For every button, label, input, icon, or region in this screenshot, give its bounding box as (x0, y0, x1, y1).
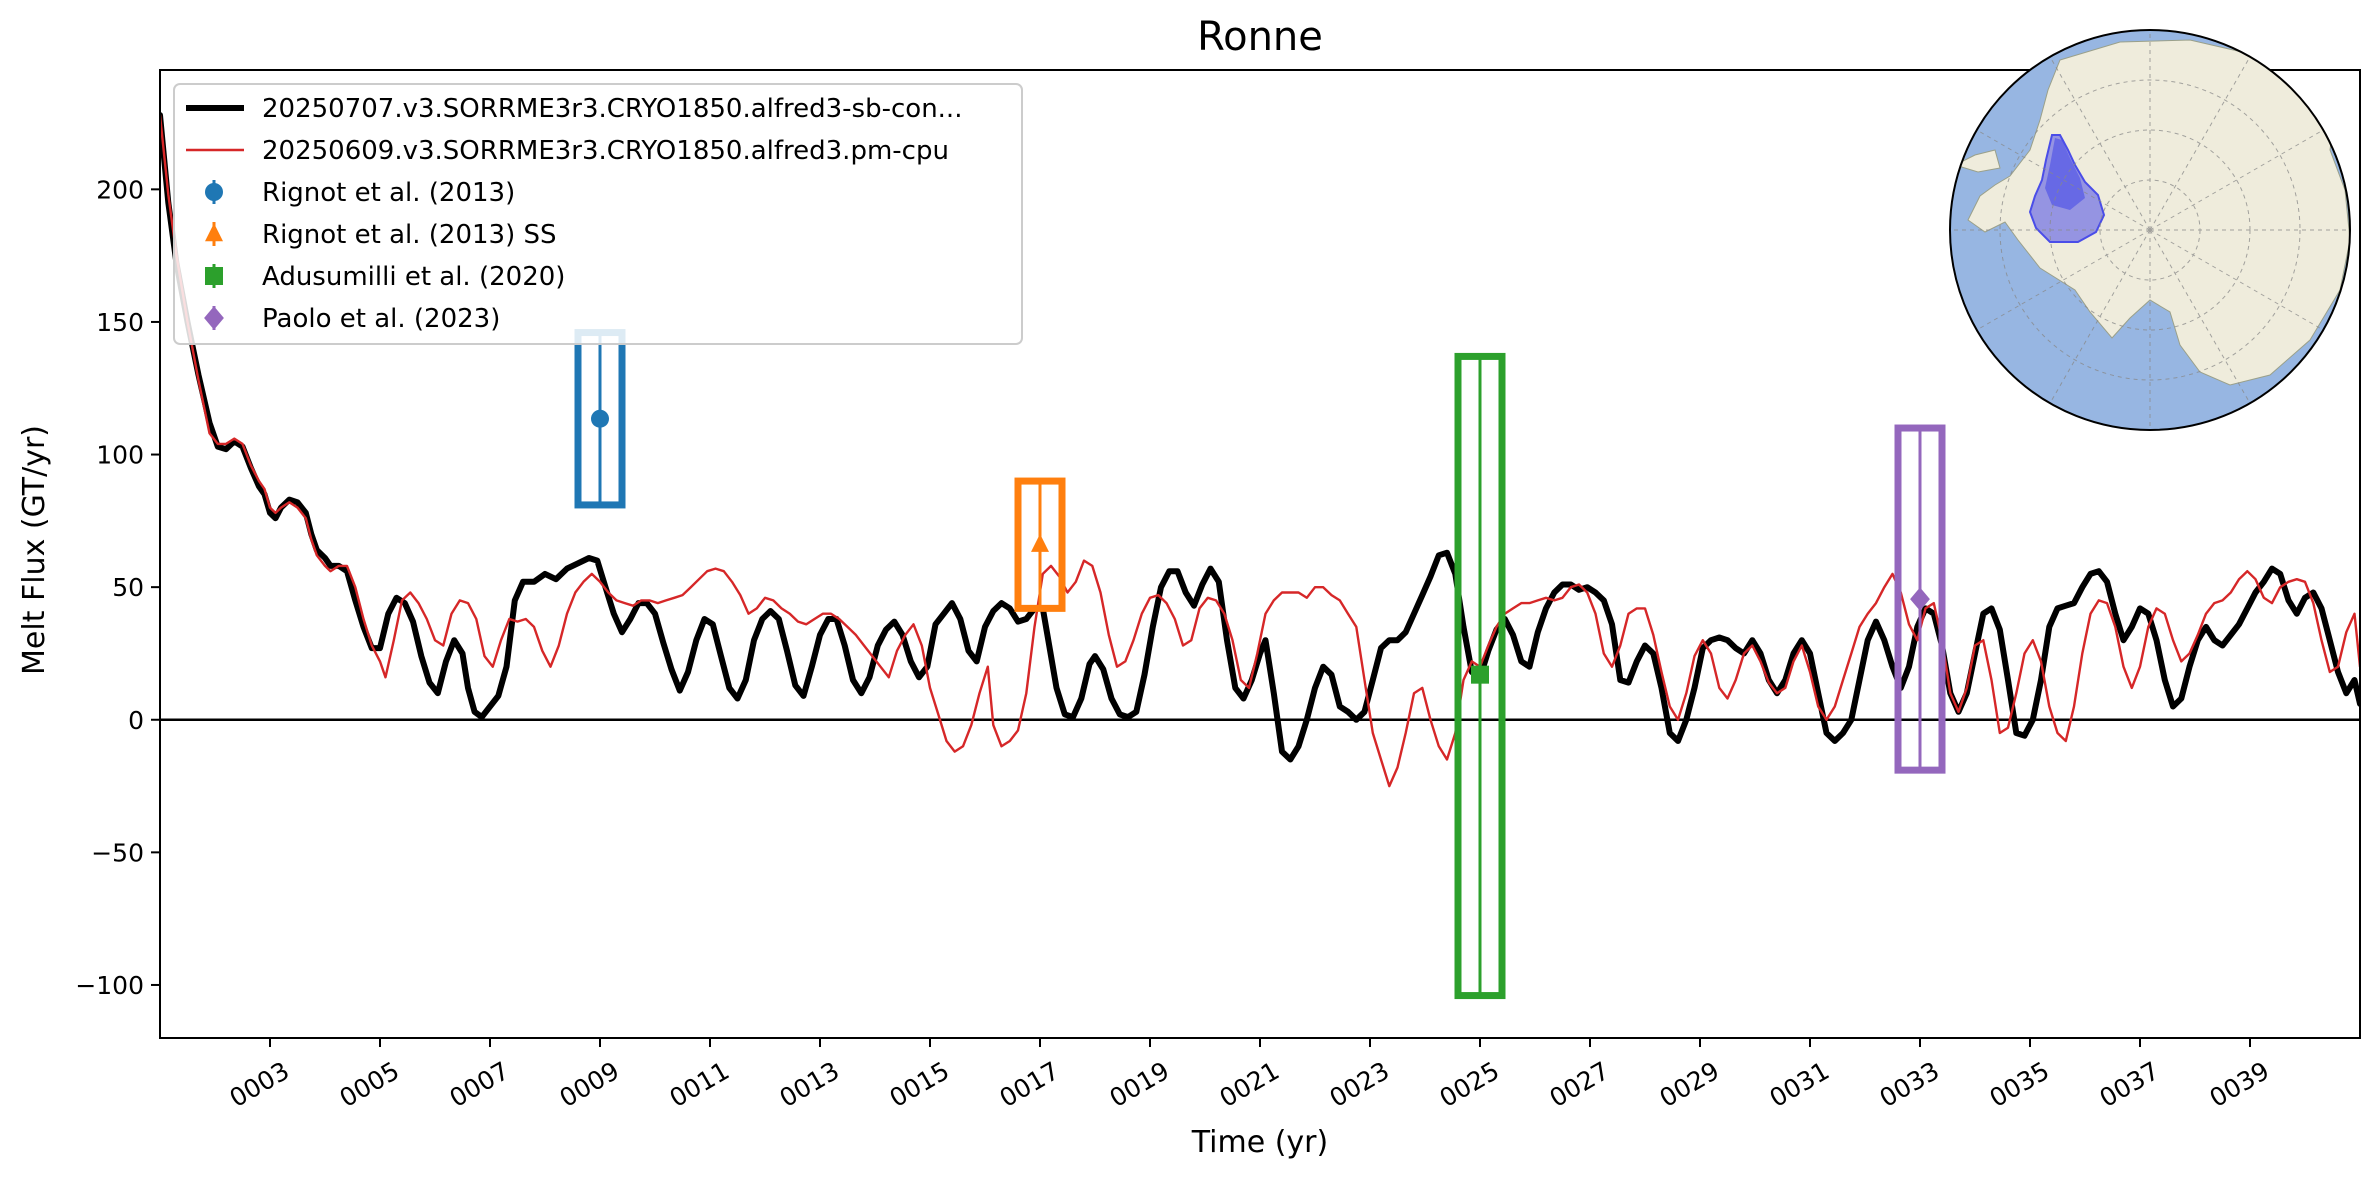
legend-box (173, 83, 1023, 345)
x-tick-label: 0007 (445, 1056, 515, 1113)
x-axis-label: Time (yr) (1191, 1125, 1328, 1160)
obs-marker-3 (1471, 665, 1489, 684)
series-line-1 (160, 112, 2360, 763)
legend-label: Adusumilli et al. (2020) (262, 262, 565, 292)
inset-border (1949, 29, 2351, 431)
series-lines (160, 112, 2360, 788)
x-tick-label: 0011 (665, 1056, 735, 1113)
y-tick-label: 150 (96, 308, 144, 337)
x-tick-label: 0027 (1545, 1056, 1615, 1113)
x-tick-label: 0025 (1435, 1056, 1505, 1113)
x-tick-label: 0039 (2205, 1056, 2275, 1113)
ronne-region-core (2045, 138, 2085, 210)
x-tick-label: 0033 (1875, 1056, 1945, 1113)
peninsula-land (1953, 149, 2001, 173)
y-tick-label: 200 (96, 175, 144, 204)
plot-frame (159, 69, 2361, 1039)
y-axis-ticks: 200 150 100 50 0 −50 −100 (75, 175, 160, 1000)
legend-label: Paolo et al. (2023) (262, 304, 500, 334)
x-tick-label: 0029 (1655, 1056, 1725, 1113)
legend-swatch-marker (205, 223, 223, 242)
obs-marker-4 (1910, 587, 1930, 611)
x-tick-label: 0013 (775, 1056, 845, 1113)
x-tick-label: 0009 (555, 1056, 625, 1113)
y-tick-label: 50 (112, 573, 144, 602)
legend-swatch-marker (205, 183, 223, 201)
x-tick-label: 0017 (995, 1056, 1065, 1113)
y-tick-label: −100 (75, 971, 144, 1000)
y-axis-label: Melt Flux (GT/yr) (17, 425, 52, 675)
legend-label: 20250609.v3.SORRME3r3.CRYO1850.alfred3.p… (262, 136, 949, 166)
x-tick-label: 0015 (885, 1056, 955, 1113)
x-axis-ticks: 0003 0005 0007 0009 0011 0013 0015 0017 0019 0021… (225, 1038, 2275, 1113)
antarctica-inset-map (1949, 29, 2351, 431)
legend-label: 20250707.v3.SORRME3r3.CRYO1850.alfred3-s… (262, 94, 962, 124)
observation-markers (574, 329, 1946, 1000)
legend-label: Rignot et al. (2013) SS (262, 220, 557, 250)
legend-swatch-marker (205, 267, 223, 285)
x-tick-label: 0037 (2095, 1056, 2165, 1113)
x-tick-label: 0031 (1765, 1056, 1835, 1113)
x-tick-label: 0005 (335, 1056, 405, 1113)
chart-title: Ronne (1197, 14, 1323, 60)
y-tick-label: 0 (128, 706, 144, 735)
y-tick-label: 100 (96, 441, 144, 470)
legend-label: Rignot et al. (2013) (262, 178, 515, 208)
legend-swatch-marker (204, 306, 224, 330)
x-tick-label: 0003 (225, 1056, 295, 1113)
obs-marker-2 (1031, 533, 1049, 552)
y-tick-label: −50 (91, 838, 144, 867)
x-tick-label: 0019 (1105, 1056, 1175, 1113)
series-line-2 (160, 113, 2360, 788)
obs-marker-1 (591, 409, 609, 428)
x-tick-label: 0023 (1325, 1056, 1395, 1113)
x-tick-label: 0021 (1215, 1056, 1285, 1113)
legend: 20250707.v3.SORRME3r3.CRYO1850.alfred3-s… (173, 83, 1023, 345)
x-tick-label: 0035 (1985, 1056, 2055, 1113)
